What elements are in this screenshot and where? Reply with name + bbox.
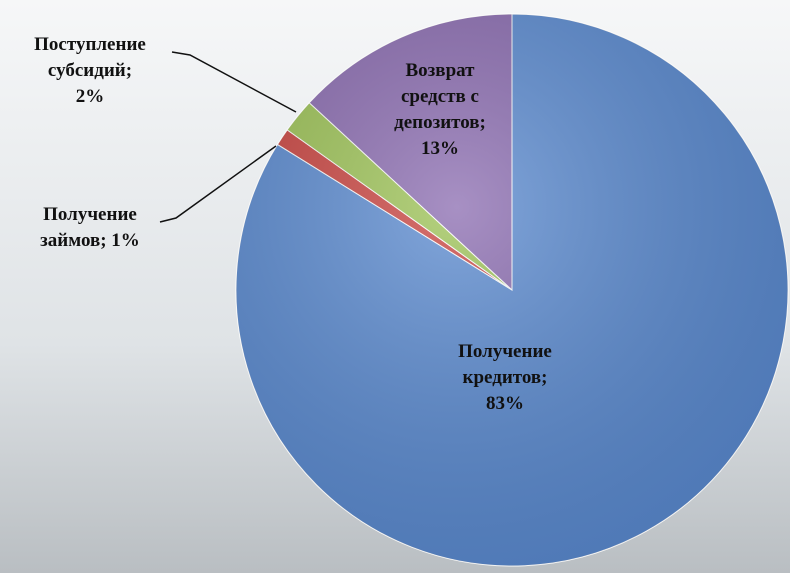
data-label: Получение кредитов; 83%: [458, 341, 552, 414]
leader-line: [171, 51, 297, 113]
leader-line: [159, 145, 277, 223]
data-label: Получение займов; 1%: [40, 204, 140, 251]
data-label: Возврат средств с депозитов; 13%: [394, 60, 486, 159]
data-label: Поступление субсидий; 2%: [34, 34, 146, 107]
